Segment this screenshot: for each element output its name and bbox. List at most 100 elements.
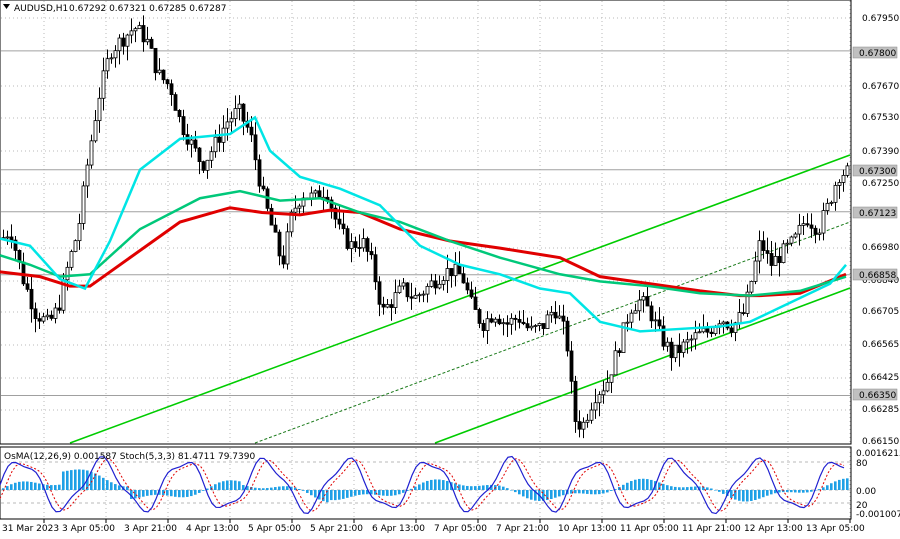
osma-bar: [546, 490, 549, 501]
osma-bar: [34, 482, 37, 490]
osma-bar: [386, 490, 389, 496]
candle: [765, 237, 770, 264]
osma-bar: [234, 480, 237, 490]
candle: [677, 333, 682, 367]
candle: [753, 251, 758, 285]
candle: [161, 69, 166, 84]
osma-bar: [142, 490, 145, 497]
candle: [197, 146, 202, 175]
candle: [361, 228, 366, 252]
osma-bar: [826, 485, 829, 490]
candle: [525, 317, 530, 332]
candle: [757, 230, 762, 274]
candle: [761, 231, 766, 259]
candle: [177, 109, 182, 123]
candle: [845, 162, 850, 178]
time-label: 7 Apr 05:00: [434, 524, 487, 534]
time-label: 7 Apr 21:00: [496, 524, 549, 534]
candle: [121, 32, 126, 55]
osma-bar: [342, 490, 345, 499]
time-label: 11 Apr 05:00: [620, 524, 679, 534]
candle: [613, 341, 618, 376]
candle: [353, 236, 358, 253]
price-tick: 0.66840: [862, 276, 899, 286]
osma-bar: [754, 490, 757, 501]
osma-bar: [762, 490, 765, 498]
osma-bar: [190, 490, 193, 497]
candle: [817, 228, 822, 241]
osma-bar: [214, 484, 217, 490]
candle: [181, 109, 186, 141]
osma-bar: [230, 480, 233, 490]
osma-bar: [182, 490, 185, 498]
indicator-tick: 0.0016215: [856, 449, 900, 459]
channel-lower: [434, 287, 851, 444]
osma-bar: [778, 490, 781, 493]
candle: [277, 229, 282, 266]
osma-bar: [834, 481, 837, 490]
candle: [209, 146, 214, 169]
osma-bar: [690, 486, 693, 490]
osma-bar: [482, 485, 485, 490]
osma-bar: [374, 490, 377, 495]
candle: [109, 53, 114, 64]
osma-bar: [794, 490, 797, 493]
candle: [273, 217, 278, 233]
time-label: 13 Apr 05:00: [806, 524, 865, 534]
osma-bar: [594, 490, 597, 495]
candle: [649, 301, 654, 329]
candle: [41, 312, 46, 324]
osma-bar: [758, 490, 761, 499]
candle: [105, 49, 110, 79]
candle: [233, 95, 238, 127]
candle: [417, 292, 422, 303]
osma-bar: [118, 485, 121, 490]
osma-bar: [170, 490, 173, 497]
candle: [749, 280, 754, 294]
osma-bar: [186, 490, 189, 497]
candle: [493, 317, 498, 327]
candle: [729, 319, 734, 338]
candle: [205, 159, 210, 179]
candle: [385, 299, 390, 309]
candle: [521, 309, 526, 326]
candle: [669, 337, 674, 371]
osma-bar: [18, 481, 21, 490]
candle: [53, 302, 58, 324]
osma-bar: [206, 488, 209, 490]
price-tick: 0.66150: [862, 437, 899, 447]
candle: [501, 318, 506, 336]
candle: [129, 18, 134, 44]
indicator-tick: 0.00: [856, 487, 876, 497]
price-tick: 0.67390: [862, 147, 899, 157]
osma-bar: [618, 486, 621, 490]
osma-bar: [410, 488, 413, 490]
osma-bar: [770, 490, 773, 495]
osma-bar: [202, 490, 205, 491]
candle: [261, 176, 266, 192]
candle: [101, 57, 106, 111]
candle: [789, 235, 794, 247]
candle: [425, 283, 430, 303]
osma-bar: [670, 486, 673, 490]
osma-bar: [534, 490, 537, 501]
osma-bar: [150, 490, 153, 496]
osma-bar: [166, 490, 169, 496]
osma-bar: [198, 490, 201, 493]
osma-bar: [714, 490, 717, 491]
osma-bar: [286, 486, 289, 490]
osma-bar: [646, 479, 649, 490]
osma-bar: [542, 490, 545, 501]
candle: [333, 204, 338, 229]
price-tick: 0.66285: [862, 405, 899, 415]
osma-bar: [38, 483, 41, 490]
osma-bar: [658, 482, 661, 490]
osma-bar: [102, 477, 105, 490]
osma-bar: [262, 488, 265, 490]
osma-bar: [266, 488, 269, 490]
osma-bar: [422, 482, 425, 490]
candle: [297, 203, 302, 216]
time-label: 3 Apr 05:00: [62, 524, 115, 534]
osma-bar: [466, 485, 469, 490]
